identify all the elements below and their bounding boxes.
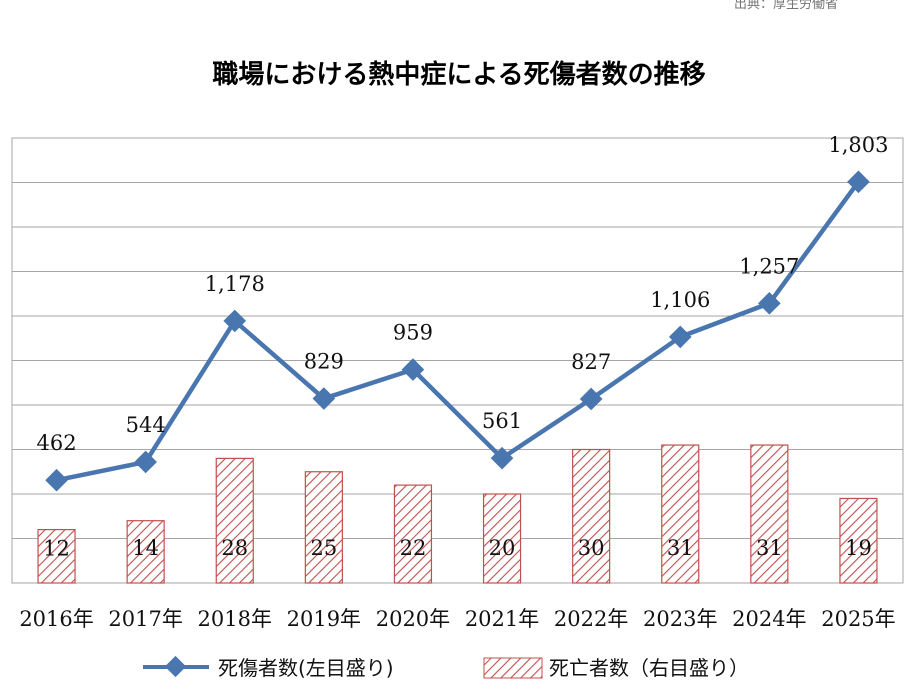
- line-point-marker: [401, 358, 425, 381]
- bar-data-label: 14: [132, 536, 159, 560]
- line-point-marker: [490, 446, 514, 470]
- x-axis-tick-labels: 2016年 2017年 2018年 2019年 2020年 2021年 2022年 2023年…: [19, 607, 895, 631]
- line-point-marker: [312, 387, 336, 410]
- bar: [215, 457, 254, 584]
- bar-data-label: 30: [578, 536, 605, 560]
- line-data-label: 1,106: [650, 288, 710, 312]
- bar-series: [37, 444, 878, 584]
- bar: [839, 497, 878, 584]
- x-tick-label: 2021年: [465, 607, 539, 631]
- bar-data-label: 20: [489, 536, 516, 560]
- line-data-label: 959: [393, 321, 433, 345]
- line-data-label: 1,257: [739, 254, 799, 278]
- line-point-marker: [758, 292, 781, 315]
- x-tick-label: 2020年: [376, 607, 450, 631]
- bar: [37, 528, 76, 584]
- legend-diamond-marker: [164, 655, 187, 678]
- bar: [572, 448, 611, 584]
- line-series: [45, 170, 870, 492]
- line-data-label: 827: [571, 350, 611, 374]
- legend-label-bar: 死亡者数（右目盛り）: [549, 656, 749, 680]
- bar: [304, 471, 343, 584]
- bar: [661, 444, 700, 584]
- line-point-marker: [668, 325, 692, 349]
- line-data-label: 462: [37, 431, 77, 455]
- x-tick-label: 2017年: [108, 607, 182, 631]
- bar-data-label: 25: [310, 536, 337, 560]
- line-data-label: 1,803: [828, 133, 888, 157]
- bar-data-label: 28: [221, 536, 248, 560]
- line-data-label: 1,178: [205, 272, 265, 296]
- bar-data-label: 12: [43, 537, 70, 561]
- line-data-label: 561: [482, 409, 522, 433]
- bar-data-label: 31: [756, 536, 783, 560]
- x-tick-label: 2024年: [732, 607, 806, 631]
- x-tick-label: 2025年: [821, 607, 895, 631]
- line-data-labels: 462 544 1,178 829 959 561 827 1,106 1,257 1,803: [37, 133, 889, 455]
- legend: 死傷者数(左目盛り) 死亡者数（右目盛り）: [143, 655, 749, 680]
- x-tick-label: 2022年: [554, 607, 628, 631]
- line-point-marker: [579, 387, 603, 411]
- line-data-label: 544: [126, 413, 166, 437]
- x-tick-label: 2016年: [19, 607, 93, 631]
- legend-bar-swatch: [483, 657, 543, 679]
- bar-data-label: 22: [400, 536, 427, 560]
- bar: [126, 520, 165, 584]
- x-tick-label: 2023年: [643, 607, 717, 631]
- bar: [750, 444, 789, 584]
- bar-data-label: 31: [667, 536, 694, 560]
- legend-label-line: 死傷者数(左目盛り): [218, 656, 394, 680]
- bar-data-label: 19: [845, 536, 872, 560]
- bar: [482, 493, 522, 584]
- x-tick-label: 2018年: [198, 607, 272, 631]
- line-data-label: 829: [304, 350, 344, 374]
- bar: [393, 484, 433, 584]
- series-line: [56, 180, 861, 483]
- corner-note: 出典：厚生労働省: [734, 0, 838, 12]
- legend-item-bar: 死亡者数（右目盛り）: [483, 656, 749, 680]
- bar-data-labels: 12 14 28 25 22 20 30 31 31 19: [43, 536, 872, 561]
- chart-title: 職場における熱中症による死傷者数の推移: [212, 59, 705, 90]
- x-tick-label: 2019年: [287, 607, 361, 631]
- legend-item-line: 死傷者数(左目盛り): [143, 655, 394, 680]
